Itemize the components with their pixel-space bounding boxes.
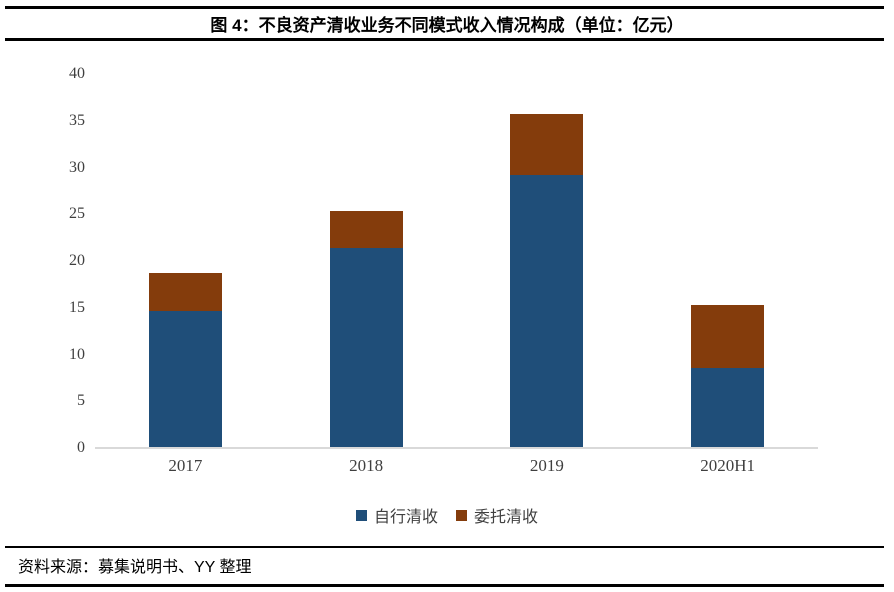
title-underline-rule bbox=[5, 38, 884, 41]
y-axis-tick-label: 35 bbox=[69, 111, 85, 129]
y-axis-tick-label: 40 bbox=[69, 65, 85, 82]
legend-label: 自行清收 bbox=[373, 509, 438, 526]
x-axis-category-label: 2020H1 bbox=[700, 456, 756, 475]
y-axis-tick-label: 25 bbox=[69, 205, 85, 223]
bar-segment-entrusted-collection bbox=[691, 304, 765, 368]
x-axis-category-label: 2019 bbox=[529, 456, 564, 475]
bar-segment-self-collection bbox=[148, 310, 222, 448]
chart-legend: 自行清收 委托清收 bbox=[0, 503, 894, 527]
bottom-rule bbox=[5, 584, 884, 587]
legend-label: 委托清收 bbox=[474, 509, 539, 526]
y-axis-tick-label: 5 bbox=[77, 392, 85, 410]
y-axis-tick-label: 20 bbox=[69, 252, 85, 269]
x-axis-category-label: 2018 bbox=[349, 456, 384, 475]
legend-swatch-icon bbox=[355, 509, 367, 521]
source-note: 资料来源：募集说明书、YY 整理 bbox=[18, 559, 252, 576]
bar-segment-self-collection bbox=[510, 174, 584, 448]
y-axis-tick-label: 10 bbox=[69, 345, 85, 363]
legend-item: 委托清收 bbox=[456, 503, 538, 527]
top-rule bbox=[5, 6, 884, 9]
x-axis-baseline bbox=[95, 447, 818, 449]
source-divider-rule bbox=[5, 546, 884, 548]
bar-segment-entrusted-collection bbox=[329, 210, 403, 248]
legend-item: 自行清收 bbox=[355, 503, 438, 527]
bar-segment-entrusted-collection bbox=[148, 273, 222, 311]
y-axis-tick-label: 15 bbox=[69, 298, 85, 316]
figure-title: 图 4：不良资产清收业务不同模式收入情况构成（单位：亿元） bbox=[210, 16, 684, 35]
y-axis-tick-label: 30 bbox=[69, 158, 85, 176]
x-axis-category-label: 2017 bbox=[168, 456, 203, 475]
bar-segment-self-collection bbox=[329, 247, 403, 448]
legend-swatch-icon bbox=[456, 509, 467, 521]
bar-segment-entrusted-collection bbox=[510, 114, 584, 175]
y-axis-tick-label: 0 bbox=[77, 439, 85, 456]
bar-segment-self-collection bbox=[691, 367, 765, 448]
